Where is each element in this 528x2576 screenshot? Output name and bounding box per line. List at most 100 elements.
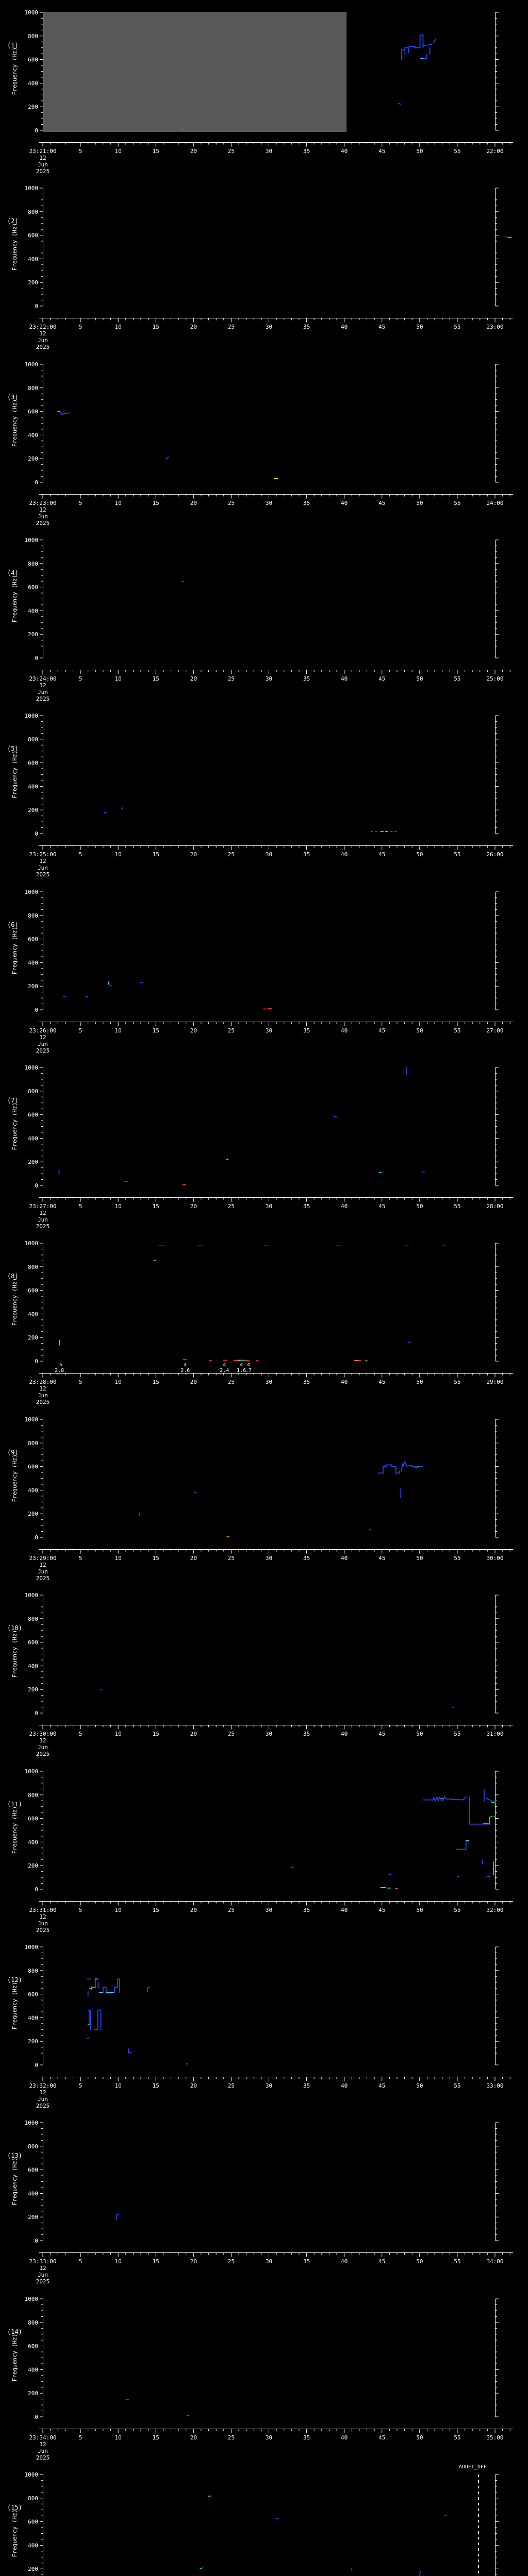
x-tick-label: 55 <box>454 2434 460 2441</box>
x-tick-label: 25 <box>228 1027 235 1034</box>
y-tick-label: 400 <box>28 1135 38 1142</box>
x-tick-label: 45 <box>378 500 385 506</box>
x-tick-label: 55 <box>454 675 460 682</box>
y-tick-label: 600 <box>28 2519 38 2526</box>
x-date-label: Jun <box>38 513 48 520</box>
y-tick-label: 600 <box>28 584 38 591</box>
detections <box>100 1689 455 1708</box>
spectrogram-panel-5: (5)Frequency (Hz) 0 200 400 600 800 1000 23:25:… <box>7 713 514 878</box>
x-tick-label: 10 <box>115 675 122 682</box>
y-tick-label: 800 <box>28 1264 38 1270</box>
x-start-time-label: 23:34:00 <box>29 2434 57 2441</box>
detection-count-label: 4 <box>240 1362 243 1368</box>
x-tick-label: 25 <box>228 1907 235 1913</box>
y-tick-label: 1000 <box>25 361 39 368</box>
x-tick-label: 50 <box>416 2258 423 2265</box>
x-tick-label: 10 <box>115 1027 122 1034</box>
y-tick-label: 1000 <box>25 2471 39 2478</box>
x-tick-label: 20 <box>190 1731 197 1737</box>
detection-mark <box>486 1798 491 1801</box>
x-tick-label: 35 <box>303 324 310 330</box>
x-tick-label: 55 <box>454 1203 460 1210</box>
x-tick-label: 50 <box>416 851 423 858</box>
spectrogram-panel-15: (15)Frequency (Hz)0200400600800100023:35… <box>7 2464 499 2576</box>
x-end-time-label: 29:00 <box>486 1379 503 1385</box>
y-tick-label: 200 <box>28 2214 38 2221</box>
y-tick-label: 200 <box>28 631 38 638</box>
x-tick-label: 40 <box>341 851 348 858</box>
x-tick-label: 5 <box>79 1203 82 1210</box>
x-start-time-label: 23:28:00 <box>29 1379 57 1385</box>
panel-index-label: (11) <box>7 1801 22 1808</box>
x-tick-label: 55 <box>454 500 460 506</box>
spectrogram-panel-4: (4)Frequency (Hz) 0 200 400 600 800 1000 23:24:… <box>7 537 514 702</box>
x-tick-label: 15 <box>153 675 159 682</box>
y-tick-label: 400 <box>28 2014 38 2021</box>
x-tick-label: 55 <box>454 1907 460 1913</box>
y-tick-label: 400 <box>28 783 38 790</box>
x-tick-label: 40 <box>341 500 348 506</box>
y-tick-label: 800 <box>28 736 38 743</box>
x-tick-label: 35 <box>303 2258 310 2265</box>
spectrogram-panel-12: (12)Frequency (Hz) 0 200 400 600 800 1000 23:32… <box>7 1944 514 2109</box>
x-tick-label: 10 <box>115 500 122 506</box>
x-date-label: 12 <box>39 506 46 513</box>
x-start-time-label: 23:24:00 <box>29 675 57 682</box>
x-tick-label: 50 <box>416 1907 423 1913</box>
y-tick-label: 200 <box>28 807 38 814</box>
y-tick-label: 600 <box>28 936 38 943</box>
x-date-label: Jun <box>38 1920 48 1927</box>
x-date-label: 2025 <box>36 2278 50 2285</box>
spectrogram-panel-14: (14)Frequency (Hz) 0 200 400 600 800 1000 23:34… <box>7 2296 514 2461</box>
spectrogram-panel-3: (3)Frequency (Hz) 0 200 400 600 800 1000 23:23:… <box>7 361 514 527</box>
x-end-time-label: 25:00 <box>486 675 503 682</box>
x-date-label: 12 <box>39 2265 46 2272</box>
x-date-label: 2025 <box>36 1047 50 1054</box>
y-tick-label: 800 <box>28 1440 38 1447</box>
detection-mark <box>505 236 509 238</box>
x-tick-label: 30 <box>266 2082 272 2089</box>
x-tick-label: 50 <box>416 1731 423 1737</box>
y-axis-label: Frequency (Hz) <box>11 1982 18 2030</box>
x-date-label: Jun <box>38 1744 48 1751</box>
detection-mark <box>442 1796 446 1801</box>
x-tick-label: 25 <box>228 324 235 330</box>
y-tick-label: 800 <box>28 385 38 392</box>
detection-mark <box>508 236 512 239</box>
y-tick-label: 800 <box>28 2143 38 2150</box>
y-tick-label: 600 <box>28 760 38 767</box>
x-tick-label: 55 <box>454 2258 460 2265</box>
detections <box>57 411 278 479</box>
x-tick-label: 5 <box>79 1907 82 1913</box>
y-tick-label: 1000 <box>25 1944 39 1951</box>
x-tick-label: 35 <box>303 148 310 155</box>
y-tick-label: 800 <box>28 1088 38 1095</box>
x-tick-label: 25 <box>228 500 235 506</box>
x-tick-label: 15 <box>153 1731 159 1737</box>
x-tick-label: 15 <box>153 1907 159 1913</box>
panel-index-label: (4) <box>7 569 19 577</box>
detection-mark <box>404 1461 408 1467</box>
detections <box>58 1067 425 1185</box>
panel-index-label: (13) <box>7 2152 22 2159</box>
x-tick-label: 45 <box>378 675 385 682</box>
x-tick-label: 20 <box>190 2434 197 2441</box>
spectrogram-panel-9: (9)Frequency (Hz) 0 200 400 600 800 1000 23:29:… <box>7 1416 514 1582</box>
x-tick-label: 30 <box>266 1731 272 1737</box>
x-tick-label: 55 <box>454 324 460 330</box>
x-tick-label: 20 <box>190 1555 197 1562</box>
detections <box>59 1245 447 1362</box>
detections <box>63 981 272 1010</box>
x-tick-label: 25 <box>228 2082 235 2089</box>
x-date-label: 2025 <box>36 2103 50 2109</box>
x-date-label: 12 <box>39 2089 46 2096</box>
y-tick-label: 800 <box>28 561 38 567</box>
x-end-time-label: 26:00 <box>486 851 503 858</box>
x-date-label: Jun <box>38 1041 48 1047</box>
x-tick-label: 35 <box>303 851 310 858</box>
panel-index-label: (9) <box>7 1449 19 1456</box>
y-tick-label: 1000 <box>25 185 39 192</box>
x-tick-label: 55 <box>454 1555 460 1562</box>
x-start-time-label: 23:29:00 <box>29 1555 57 1562</box>
